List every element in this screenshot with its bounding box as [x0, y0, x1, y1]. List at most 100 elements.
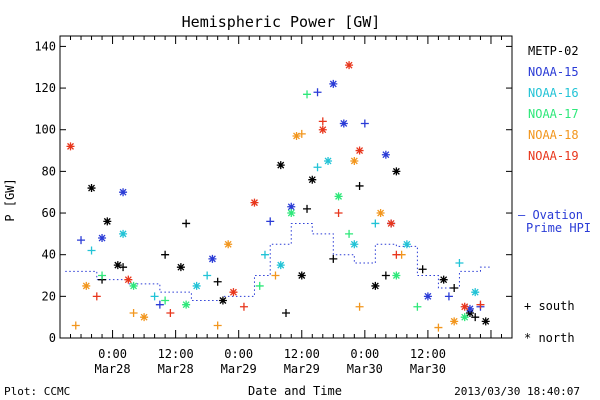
south-marker	[87, 246, 96, 255]
south-marker	[161, 250, 170, 259]
south-marker	[161, 296, 170, 305]
north-marker	[465, 309, 474, 318]
x-tick-label-1: 12:00	[158, 347, 194, 361]
north-marker	[371, 281, 380, 290]
north-marker	[276, 161, 285, 170]
y-tick-label-6: 120	[34, 81, 56, 95]
north-marker	[287, 202, 296, 211]
north-marker	[324, 156, 333, 165]
legend-noaa-18: NOAA-18	[528, 128, 579, 142]
north-marker	[334, 192, 343, 201]
series-noaa-18	[71, 129, 459, 332]
legend-noaa-15: NOAA-15	[528, 65, 579, 79]
north-marker	[250, 198, 259, 207]
plot-timestamp: 2013/03/30 18:40:07	[454, 385, 580, 398]
south-marker	[266, 217, 275, 226]
south-marker	[318, 117, 327, 126]
north-marker	[460, 302, 469, 311]
north-marker	[387, 219, 396, 228]
north-marker	[87, 184, 96, 193]
legend-metp-02: METP-02	[528, 44, 579, 58]
x-axis-label: Date and Time	[248, 384, 342, 398]
series-metp-02	[87, 161, 490, 326]
south-marker	[418, 265, 427, 274]
south-marker	[260, 250, 269, 259]
legend-south: + south	[524, 299, 575, 313]
north-marker	[402, 240, 411, 249]
south-marker	[355, 181, 364, 190]
south-marker	[392, 250, 401, 259]
south-marker	[239, 302, 248, 311]
x-tick-label-5: 12:00	[410, 347, 446, 361]
north-marker	[297, 271, 306, 280]
south-marker	[345, 229, 354, 238]
plot-frame	[59, 35, 513, 339]
south-marker	[371, 219, 380, 228]
y-tick-label-7: 140	[34, 39, 56, 53]
y-tick-label-0: 0	[49, 331, 56, 345]
x-tick-date-4: Mar30	[347, 362, 383, 376]
north-marker	[471, 288, 480, 297]
north-marker	[113, 261, 122, 270]
south-marker	[360, 119, 369, 128]
north-marker	[229, 288, 238, 297]
legend-noaa-17: NOAA-17	[528, 107, 579, 121]
x-tick-date-2: Mar29	[221, 362, 257, 376]
south-marker	[455, 259, 464, 268]
south-marker	[471, 313, 480, 322]
north-marker	[192, 281, 201, 290]
north-marker	[208, 254, 217, 263]
ovation-step-line	[65, 222, 491, 302]
x-tick-date-0: Mar28	[94, 362, 130, 376]
south-marker	[203, 271, 212, 280]
y-tick-label-4: 80	[42, 164, 56, 178]
x-tick-label-4: 0:00	[350, 347, 379, 361]
legend-noaa-16: NOAA-16	[528, 86, 579, 100]
north-marker	[140, 313, 149, 322]
south-marker	[334, 209, 343, 218]
south-marker	[444, 292, 453, 301]
north-marker	[423, 292, 432, 301]
south-marker	[303, 90, 312, 99]
south-marker	[213, 321, 222, 330]
south-marker	[329, 254, 338, 263]
south-marker	[255, 281, 264, 290]
series-noaa-19	[66, 61, 485, 318]
north-marker	[98, 234, 107, 243]
north-marker	[345, 61, 354, 70]
south-marker	[355, 302, 364, 311]
y-tick-label-5: 100	[34, 123, 56, 137]
south-marker	[98, 271, 107, 280]
y-tick-label-2: 40	[42, 248, 56, 262]
north-marker	[339, 119, 348, 128]
south-marker	[182, 219, 191, 228]
south-marker	[303, 204, 312, 213]
legend-ovation-line1: — Ovation	[518, 208, 583, 222]
south-marker	[313, 163, 322, 172]
x-tick-date-1: Mar28	[158, 362, 194, 376]
north-marker	[292, 131, 301, 140]
south-marker	[166, 309, 175, 318]
north-marker	[318, 125, 327, 134]
marker-layer	[66, 61, 490, 332]
south-marker	[313, 88, 322, 97]
north-marker	[481, 317, 490, 326]
south-marker	[77, 236, 86, 245]
south-marker	[155, 300, 164, 309]
north-marker	[329, 79, 338, 88]
series-noaa-15	[77, 79, 485, 313]
y-axis-label: P [GW]	[3, 178, 17, 221]
north-marker	[355, 146, 364, 155]
south-marker	[413, 302, 422, 311]
south-marker	[213, 277, 222, 286]
south-marker	[92, 292, 101, 301]
south-marker	[271, 271, 280, 280]
south-marker	[476, 300, 485, 309]
series-noaa-17	[98, 90, 469, 322]
south-marker	[129, 309, 138, 318]
chart-title: Hemispheric Power [GW]	[182, 13, 381, 31]
south-marker	[282, 309, 290, 318]
north-marker	[218, 296, 227, 305]
x-tick-date-3: Mar29	[284, 362, 320, 376]
